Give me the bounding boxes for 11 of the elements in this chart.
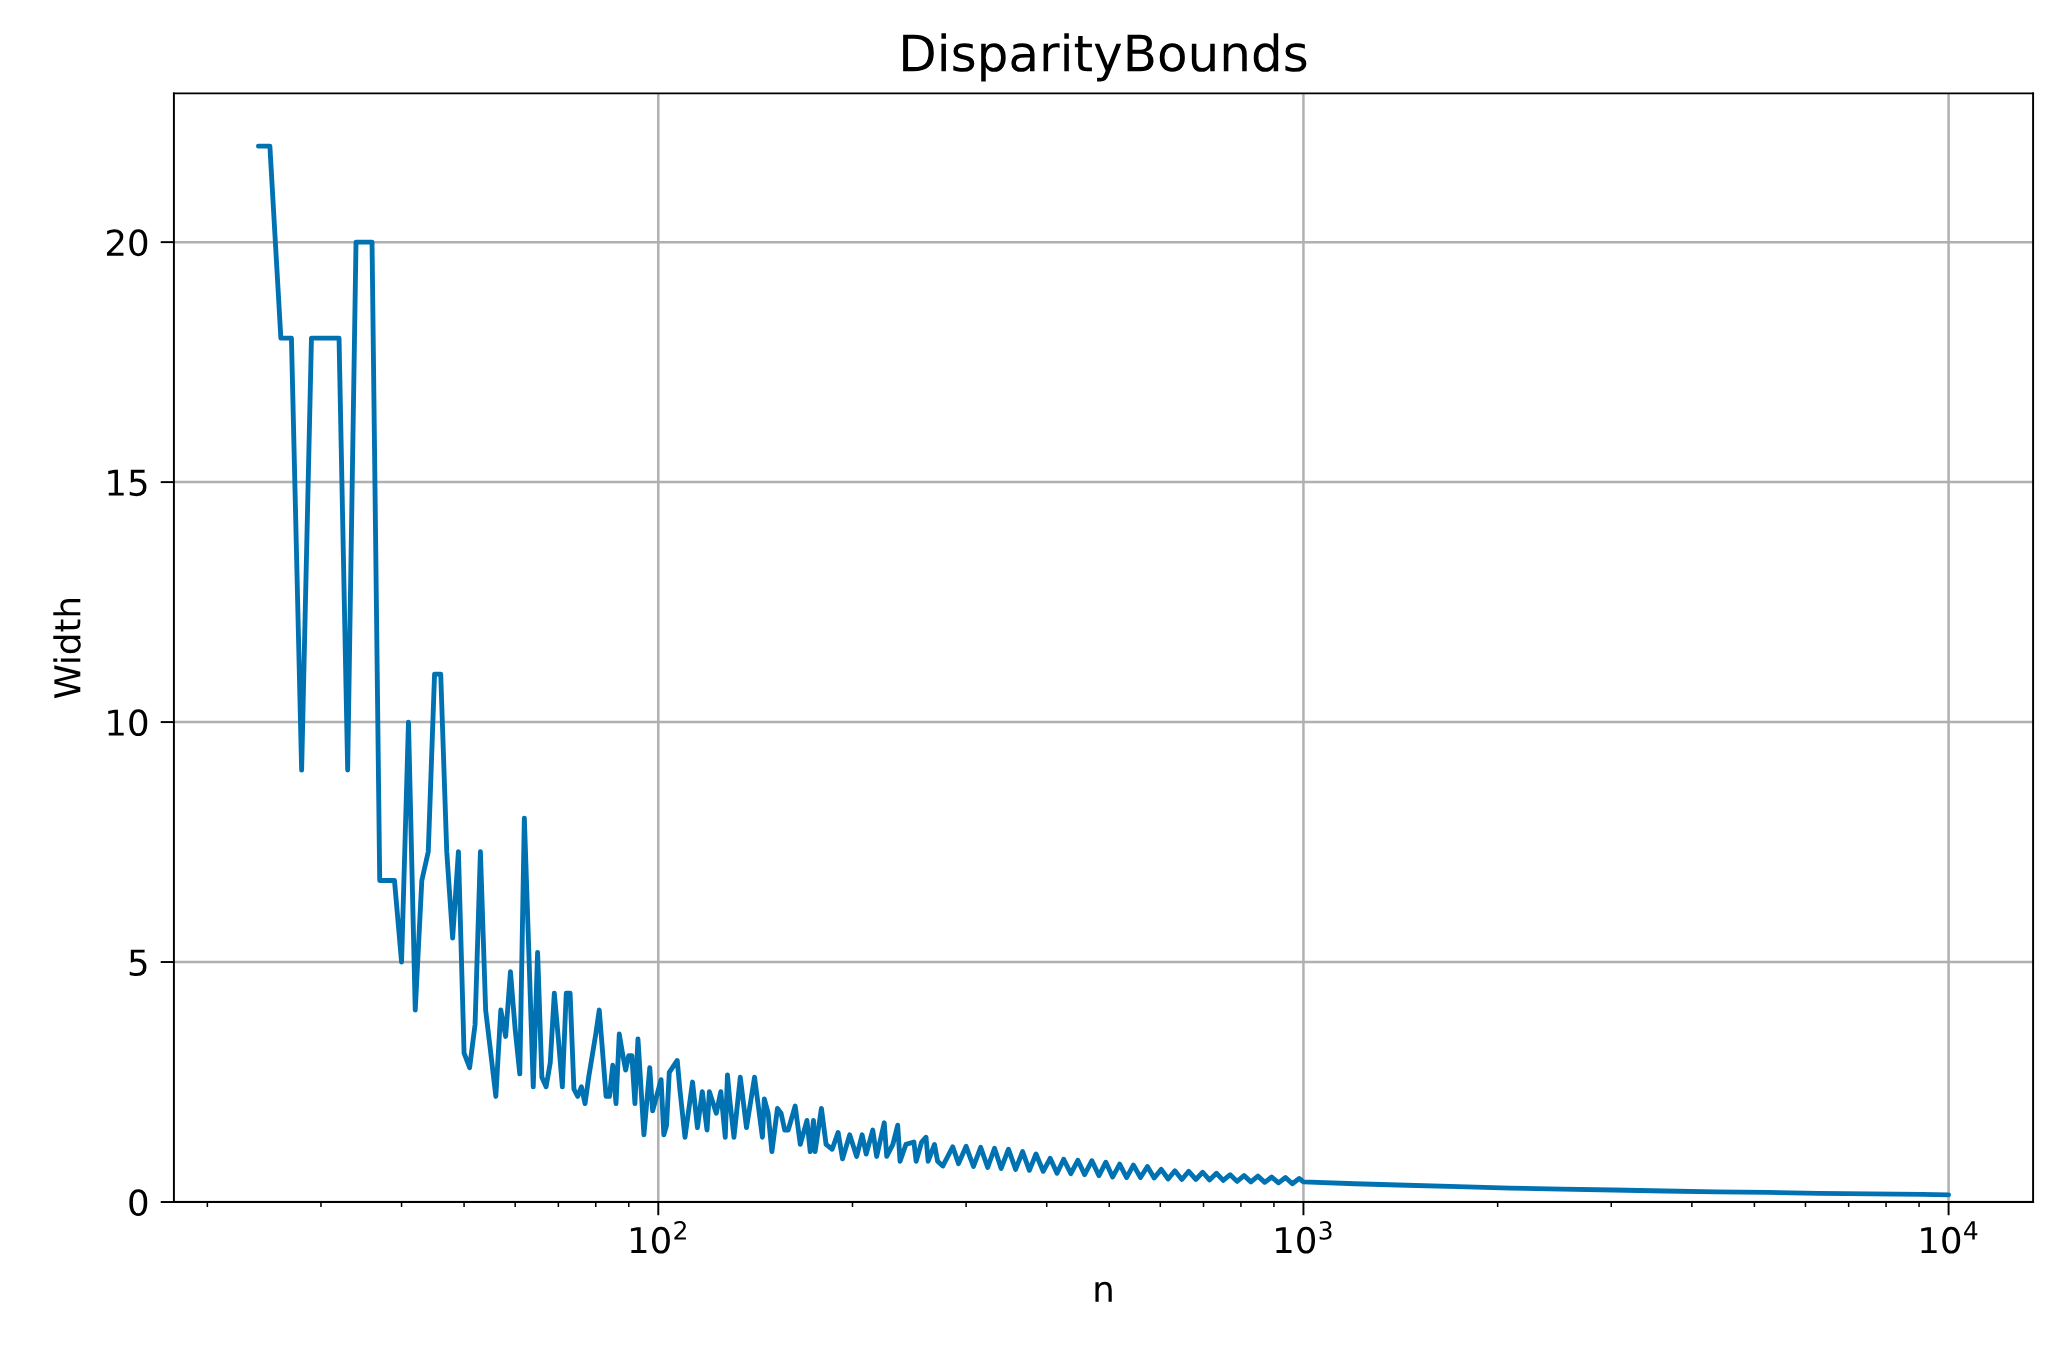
y-tick-label: 0 — [129, 1189, 148, 1217]
x-tick-label: 10$^{3}$ — [1276, 1220, 1332, 1254]
y-tick-label: 20 — [106, 229, 148, 257]
x-axis-title: n — [1095, 1281, 1112, 1302]
chart-title: DisparityBounds — [903, 33, 1307, 82]
y-tick-label: 15 — [108, 469, 147, 497]
y-axis-title: Width — [53, 599, 81, 699]
x-tick-label: 10$^{4}$ — [1921, 1221, 1978, 1254]
y-tick-label: 10 — [108, 709, 148, 737]
y-tick-label: 5 — [129, 949, 147, 977]
x-tick-label: 10$^{2}$ — [630, 1220, 686, 1254]
